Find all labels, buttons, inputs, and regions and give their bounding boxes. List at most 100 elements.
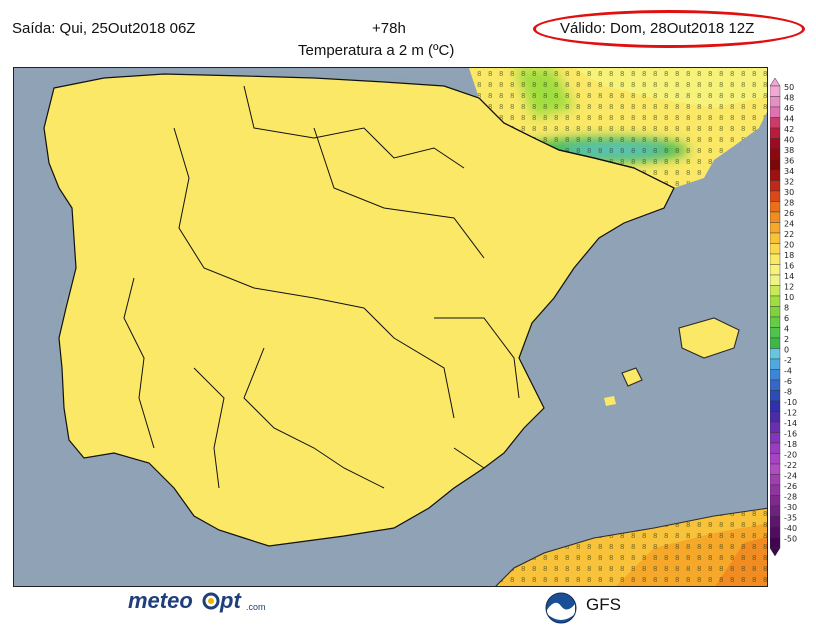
meteopt-logo: meteo pt .com [128,588,266,613]
colorbar-tick-label: 2 [784,335,789,344]
colorbar-swatch [770,159,781,171]
colorbar-tick-label: -2 [784,356,792,365]
colorbar-tick-label: -18 [784,440,797,449]
colorbar-tick-label: 4 [784,325,789,334]
colorbar-swatch [770,232,781,244]
colorbar-tick-label: 6 [784,314,789,323]
colorbar-swatch [770,169,781,181]
colorbar-swatch [770,148,781,160]
svg-text:.com: .com [246,602,266,612]
colorbar-tick-label: 38 [784,146,794,155]
colorbar-tick-label: 12 [784,283,794,292]
colorbar-swatch [770,390,781,402]
colorbar-tick-label: 28 [784,199,794,208]
colorbar-tick-label: 8 [784,304,789,313]
colorbar-tick-label: -22 [784,461,797,470]
colorbar-swatch [770,85,781,97]
colorbar-swatch [770,180,781,192]
colorbar-tick-label: 32 [784,178,794,187]
colorbar-tick-label: 18 [784,251,794,260]
colorbar-tick-label: -4 [784,367,792,376]
colorbar-swatch [770,117,781,129]
colorbar-tick-label: 24 [784,220,794,229]
run-issued-label: Saída: Qui, 25Out2018 06Z [12,20,196,37]
colorbar-tick-label: 30 [784,188,794,197]
colorbar-swatch [770,484,781,496]
colorbar-tick-label: -8 [784,388,792,397]
svg-text:pt: pt [219,588,242,613]
colorbar-tick-label: -14 [784,419,797,428]
colorbar-swatch [770,327,781,339]
colorbar-tick-label: -20 [784,451,797,460]
colorbar-tick-label: -50 [784,535,797,544]
colorbar-tick-label: -28 [784,493,797,502]
colorbar-top-arrow [770,78,781,87]
colorbar-swatch [770,348,781,360]
colorbar-swatch [770,411,781,423]
colorbar-swatch [770,463,781,475]
colorbar-tick-label: 48 [784,94,794,103]
colorbar-tick-label: 46 [784,104,794,113]
colorbar-swatch [770,222,781,234]
colorbar-swatch [770,432,781,444]
colorbar-swatch [770,379,781,391]
colorbar-swatch [770,285,781,297]
colorbar-tick-label: 40 [784,136,794,145]
colorbar-swatch [770,337,781,349]
colorbar-swatch [770,274,781,286]
colorbar-swatch [770,264,781,276]
colorbar-tick-label: 10 [784,293,794,302]
noaa-logo [545,592,577,624]
colorbar-tick-label: 26 [784,209,794,218]
map-title: Temperatura a 2 m (ºC) [298,42,455,59]
colorbar-swatch [770,316,781,328]
colorbar-tick-label: -26 [784,482,797,491]
colorbar-tick-label: -10 [784,398,797,407]
colorbar-tick-label: -12 [784,409,797,418]
colorbar-tick-label: -24 [784,472,797,481]
colorbar-tick-label: 14 [784,272,794,281]
colorbar-tick-label: 0 [784,346,789,355]
colorbar-swatch [770,495,781,507]
colorbar-swatch [770,505,781,517]
colorbar-tick-label: 36 [784,157,794,166]
colorbar-swatch [770,190,781,202]
colorbar-tick-label: 34 [784,167,794,176]
colorbar-swatch [770,474,781,486]
colorbar-swatch [770,201,781,213]
colorbar-swatch [770,537,781,549]
colorbar-tick-label: 44 [784,115,794,124]
temperature-colorbar: 5048464442403836343230282624222018161412… [770,78,797,557]
model-name-label: GFS [586,595,621,614]
colorbar-tick-label: -40 [784,524,797,533]
valid-time-highlight-ring [533,10,805,48]
colorbar-swatch [770,106,781,118]
colorbar-swatch [770,253,781,265]
colorbar-tick-label: 42 [784,125,794,134]
colorbar-swatch [770,243,781,255]
colorbar-tick-label: 50 [784,83,794,92]
temperature-map: 8 [13,67,768,587]
balearic-islands-land [679,318,739,358]
colorbar-swatch [770,526,781,538]
colorbar-swatch [770,138,781,150]
colorbar-swatch [770,369,781,381]
colorbar-swatch [770,211,781,223]
globe-icon [202,592,220,610]
colorbar-tick-label: -30 [784,503,797,512]
colorbar-tick-label: -16 [784,430,797,439]
colorbar-swatch [770,306,781,318]
colorbar-tick-label: 20 [784,241,794,250]
colorbar-swatch [770,516,781,528]
colorbar-tick-label: -35 [784,514,797,523]
administrative-borders [43,73,675,547]
colorbar-swatch [770,127,781,139]
colorbar-swatch [770,295,781,307]
colorbar-tick-label: -6 [784,377,792,386]
colorbar-swatch [770,96,781,108]
colorbar-swatch [770,421,781,433]
colorbar-swatch [770,453,781,465]
colorbar-tick-label: 22 [784,230,794,239]
colorbar-swatch [770,400,781,412]
colorbar-bottom-arrow [770,547,781,557]
